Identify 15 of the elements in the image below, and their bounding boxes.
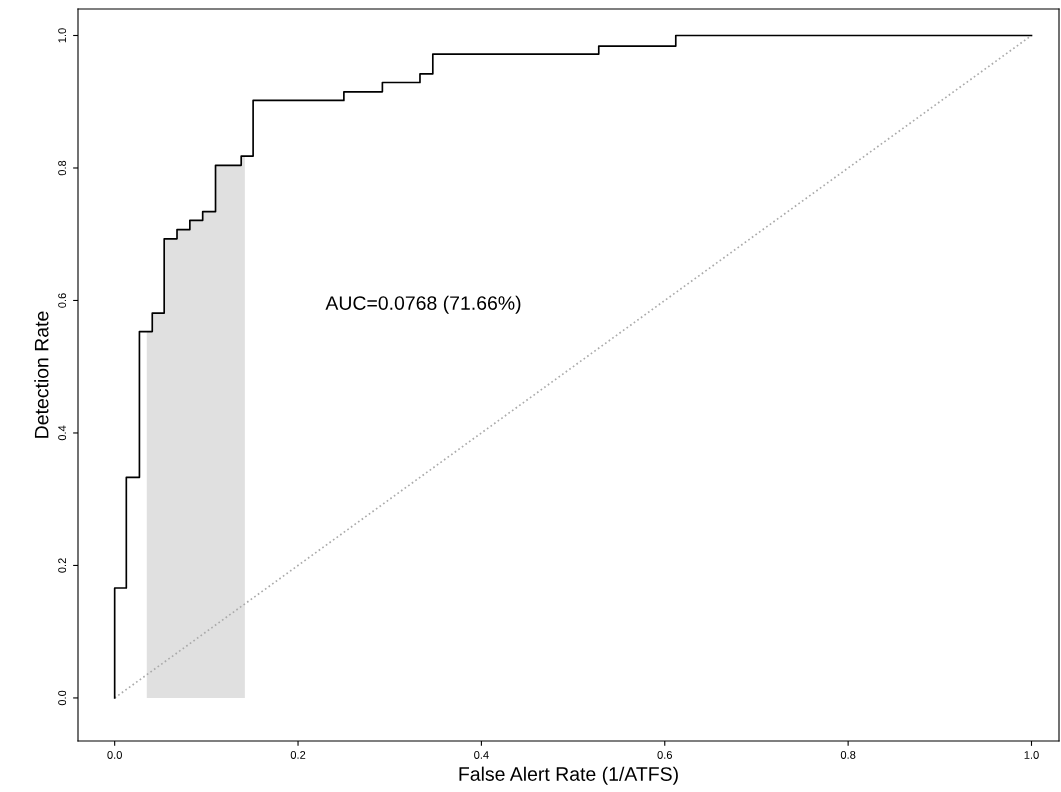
x-axis-title: False Alert Rate (1/ATFS) [459,766,678,785]
y-tick-label: 0.0 [58,690,67,706]
annotation: AUC=0.0768 (71.66%) [325,295,521,314]
x-tick-label: 0.8 [840,751,856,759]
y-tick-label: 0.4 [58,425,67,441]
y-axis-title: Detection Rate [34,311,49,438]
y-tick-label: 0.2 [58,558,67,573]
x-tick-label: 0.6 [657,751,672,759]
x-tick-label: 1.0 [1024,751,1039,759]
y-tick-label: 1.0 [58,28,67,43]
y-tick-label: 0.8 [58,160,67,176]
x-tick-label: 0.0 [107,751,122,759]
y-tick-label: 0.6 [58,293,67,308]
x-tick-label: 0.2 [290,751,306,759]
x-tick-label: 0.4 [474,751,489,759]
